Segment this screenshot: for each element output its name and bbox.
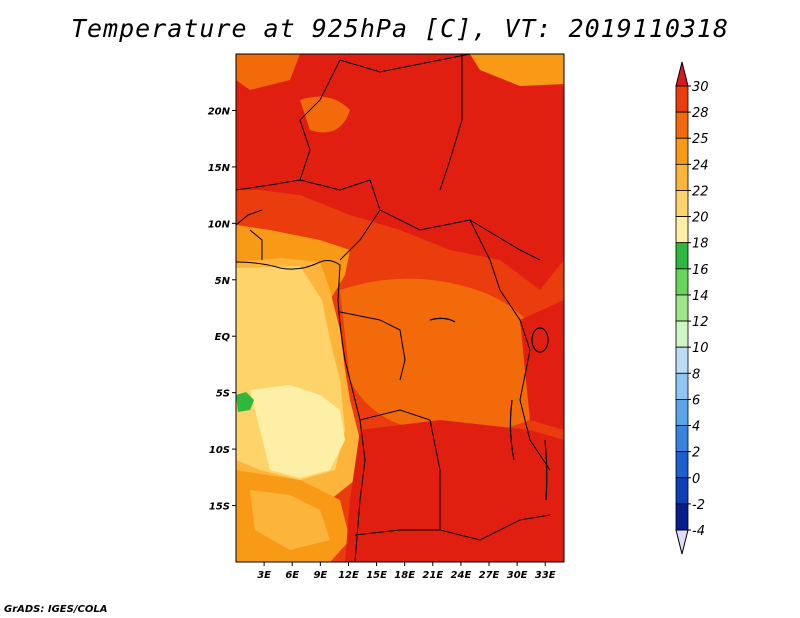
colorbar-label: 14 (692, 289, 709, 304)
border-congo (339, 311, 406, 381)
lat-tick-label: 10N (208, 219, 231, 230)
border-north (339, 54, 471, 73)
credit-text: GrADS: IGES/COLA (4, 604, 108, 615)
field-zone-green-patch (236, 392, 254, 412)
field-zone-north-cool (470, 54, 564, 86)
colorbar-segment (675, 399, 689, 426)
lat-tick-label: 10S (209, 445, 230, 456)
colorbar-top-arrow (675, 61, 689, 87)
field-zone-central-basin (340, 278, 540, 434)
colorbar-segment (675, 216, 689, 244)
colorbar-label: 28 (692, 106, 709, 121)
border-liberia (249, 229, 263, 260)
colorbar-segment (675, 503, 689, 531)
colorbar-label: 4 (692, 420, 700, 435)
colorbar-label: 18 (692, 237, 709, 252)
lon-tick-label: 3E (257, 570, 271, 581)
colorbar-segment (675, 451, 689, 479)
lat-tick-label: EQ (215, 332, 231, 343)
lat-tick-label: 15S (209, 502, 230, 513)
colorbar-segment (675, 477, 689, 505)
lon-tick-label: 9E (313, 570, 327, 581)
field-zone-hot-east (520, 300, 564, 430)
colorbar-label: 22 (692, 184, 709, 199)
colorbar-segment (675, 242, 689, 270)
lon-tick-label: 30E (507, 570, 528, 581)
field-zone-southwest-inner (250, 490, 330, 550)
lat-tick-label: 20N (208, 106, 231, 117)
map-title: Temperature at 925hPa [C], VT: 201911031… (70, 14, 730, 43)
temperature-field (236, 54, 564, 562)
colorbar-bottom-arrow (675, 529, 689, 555)
colorbar-segment (675, 137, 689, 165)
border-namibia (354, 529, 440, 536)
map-frame (235, 53, 565, 563)
lon-tick-label: 15E (366, 570, 387, 581)
colorbar-segment (675, 268, 689, 296)
colorbar-label: 10 (692, 341, 709, 356)
colorbar-label: 12 (692, 315, 709, 330)
border-sudan (469, 219, 541, 261)
lon-tick-label: 6E (285, 570, 299, 581)
colorbar-label: 2 (692, 446, 700, 461)
colorbar-label: 6 (692, 393, 700, 408)
border-zambia (479, 514, 551, 541)
lon-tick-label: 12E (338, 570, 359, 581)
field-zone-northwest (236, 54, 300, 90)
border-nigeria-cameroon (339, 179, 381, 261)
colorbar-label: 20 (692, 211, 709, 226)
lat-tick-label: 15N (208, 163, 231, 174)
colorbar-label: 24 (692, 158, 709, 173)
field-zone-north-patch (300, 96, 350, 133)
lake-tumba (429, 317, 456, 323)
colorbar-segment (675, 163, 689, 191)
colorbar-segment (675, 320, 689, 348)
lat-tick-label: 5N (215, 276, 231, 287)
colorbar-label: -4 (692, 524, 705, 539)
colorbar-segment (675, 372, 689, 400)
colorbar-segment (675, 294, 689, 322)
field-zone-atlantic-18 (250, 385, 345, 478)
lon-tick-label: 21E (422, 570, 443, 581)
colorbar-label: -2 (692, 498, 705, 513)
colorbar-label: 30 (692, 80, 709, 95)
colorbar-segment (675, 85, 689, 113)
border-niger-mali (299, 59, 341, 181)
colorbar-segment (675, 111, 689, 139)
colorbar-segment (675, 190, 689, 217)
lon-tick-label: 18E (394, 570, 415, 581)
colorbar-label: 8 (692, 367, 700, 382)
lon-tick-label: 24E (451, 570, 472, 581)
lat-axis: 20N 15N 10N 5N EQ 5S 10S 15S (208, 106, 236, 513)
lon-tick-label: 33E (535, 570, 556, 581)
border-guinea (236, 209, 263, 226)
lat-tick-label: 5S (216, 389, 230, 400)
lake-victoria (531, 327, 549, 353)
lon-tick-label: 27E (479, 570, 500, 581)
coastline (236, 260, 366, 562)
lon-axis: 3E 6E 9E 12E 15E 18E 21E 24E 27E 30E 33E (257, 562, 556, 581)
colorbar-label: 0 (692, 472, 700, 487)
border-libya-egypt (439, 54, 463, 191)
colorbar-label: 16 (692, 263, 709, 278)
colorbar-segment (675, 425, 689, 453)
field-zone-hot-south (345, 420, 564, 562)
border-east (499, 289, 551, 471)
colorbar-segment (675, 346, 689, 374)
lake-malawi (544, 439, 548, 501)
country-borders (236, 54, 551, 562)
colorbar-label: 25 (692, 132, 709, 147)
lake-tanganyika (509, 399, 515, 461)
border-angola (359, 409, 481, 541)
lakes (429, 317, 549, 501)
